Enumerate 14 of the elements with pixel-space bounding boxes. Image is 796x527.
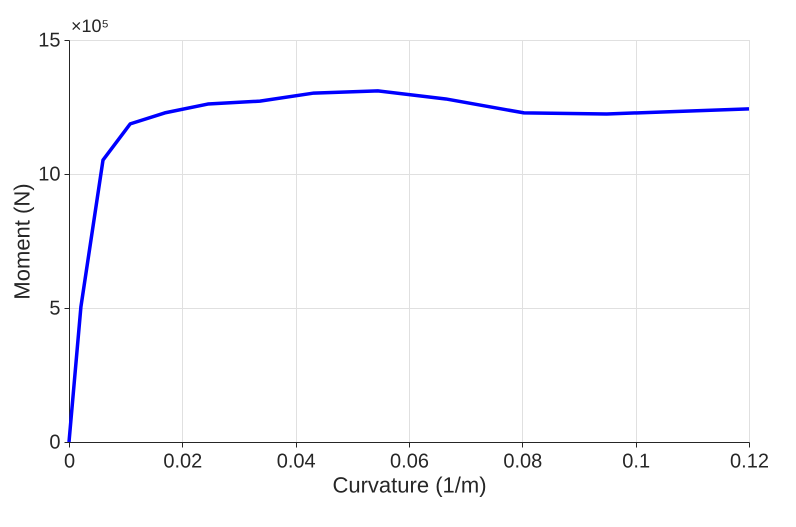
x-tick-label: 0.02	[163, 450, 202, 472]
x-tick-label: 0.1	[622, 450, 650, 472]
x-tick-label: 0.04	[276, 450, 316, 472]
y-tick-label: 15	[38, 30, 60, 52]
x-axis-title: Curvature (1/m)	[332, 472, 487, 498]
y-axis-title: Moment (N)	[9, 183, 34, 300]
y-tick-label: 5	[49, 298, 60, 320]
y-tick-label: 0	[49, 432, 60, 454]
y-tick-label: 10	[38, 164, 60, 186]
x-tick-label: 0.06	[390, 450, 429, 472]
x-tick-label: 0	[64, 450, 76, 472]
x-tick-label: 0.12	[730, 450, 769, 472]
x-tick-label: 0.08	[503, 450, 542, 472]
text: ×10⁵	[71, 16, 109, 36]
